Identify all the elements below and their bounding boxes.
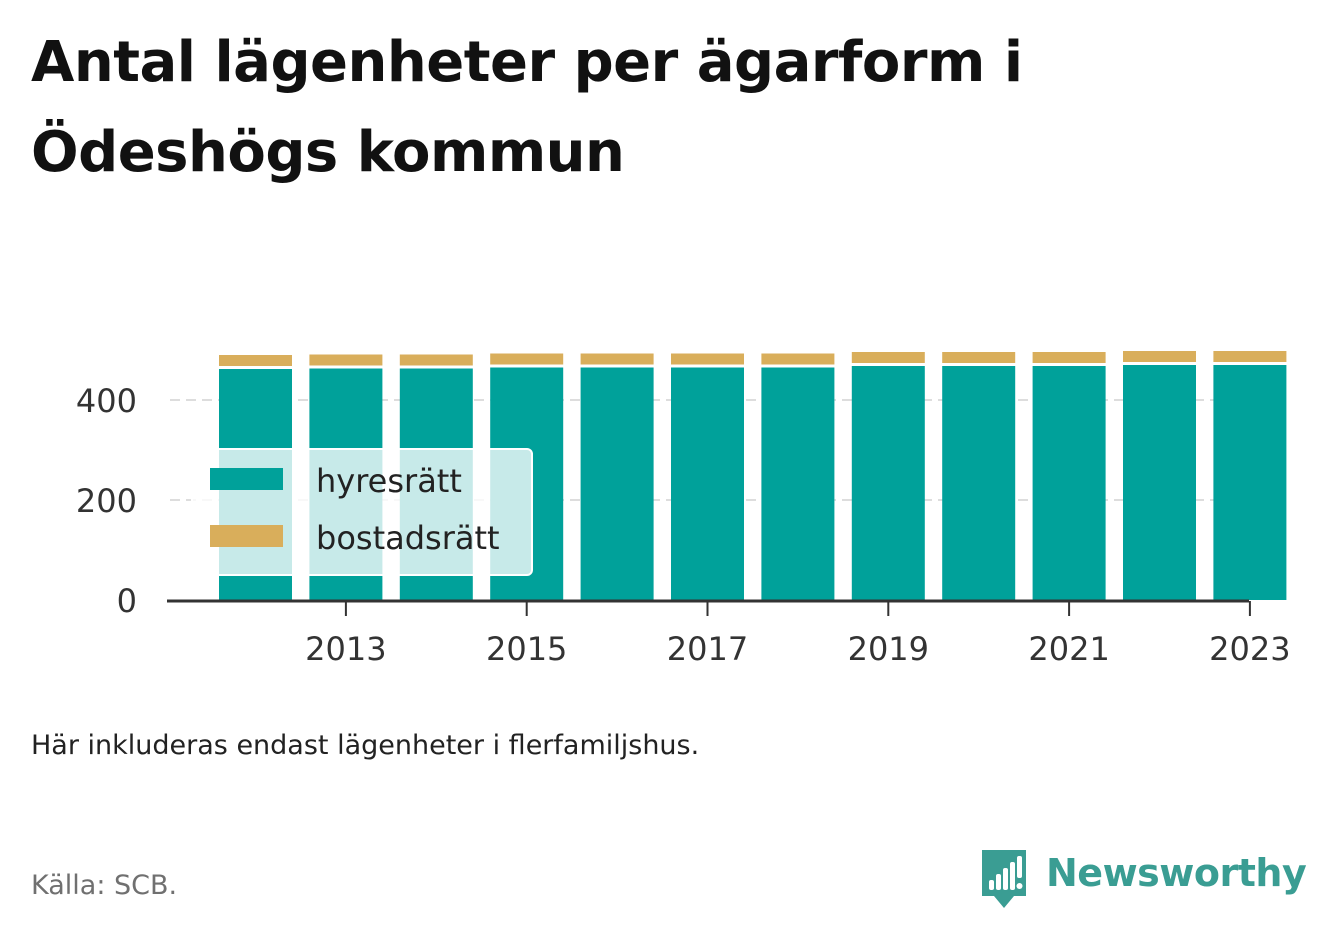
legend-label-0: hyresrätt	[316, 462, 462, 500]
legend-swatch-1	[210, 525, 283, 547]
x-tick-label-2021: 2021	[1028, 630, 1109, 668]
brand-name: Newsworthy	[1046, 851, 1307, 895]
bar-hyresratt-2016	[580, 367, 654, 600]
bar-hyresratt-2017	[671, 367, 744, 600]
y-tick-label-400: 400	[76, 382, 137, 420]
bar-bostadsratt-2013	[309, 354, 383, 366]
bar-bostadsratt-2015	[490, 353, 564, 365]
chart-title: Antal lägenheter per ägarform i Ödeshögs…	[31, 18, 1231, 198]
bar-bostadsratt-2014	[399, 354, 473, 366]
newsworthy-logo: Newsworthy	[980, 848, 1307, 912]
y-tick-label-0: 0	[117, 582, 137, 620]
source-credit: Källa: SCB.	[31, 870, 178, 901]
x-tick-label-2023: 2023	[1209, 630, 1290, 668]
bar-bostadsratt-2019	[851, 352, 925, 363]
legend-swatch-0	[210, 468, 283, 490]
bar-bostadsratt-2016	[580, 353, 654, 365]
bar-hyresratt-2022	[1123, 365, 1196, 600]
bar-bostadsratt-2020	[942, 352, 1016, 363]
chart-note: Här inkluderas endast lägenheter i flerf…	[31, 730, 700, 761]
bar-hyresratt-2018	[761, 367, 835, 600]
x-tick-label-2015: 2015	[486, 630, 567, 668]
bar-bostadsratt-2012	[219, 355, 292, 366]
bar-bostadsratt-2018	[761, 353, 835, 365]
y-tick-label-200: 200	[76, 482, 137, 520]
x-tick-label-2019: 2019	[848, 630, 929, 668]
chart-title-line-1: Antal lägenheter per ägarform i	[31, 30, 1023, 95]
bar-hyresratt-2023	[1213, 365, 1287, 600]
bar-hyresratt-2021	[1032, 366, 1106, 600]
legend: hyresrätt bostadsrätt	[191, 448, 533, 576]
bar-chart-speech-bubble-icon	[982, 850, 1026, 908]
bar-bostadsratt-2021	[1032, 352, 1106, 363]
bar-bostadsratt-2022	[1123, 351, 1196, 362]
legend-label-1: bostadsrätt	[316, 519, 500, 557]
x-tick-label-2013: 2013	[305, 630, 386, 668]
bar-bostadsratt-2023	[1213, 351, 1287, 362]
bar-bostadsratt-2017	[671, 353, 744, 365]
bar-hyresratt-2020	[942, 366, 1016, 600]
chart-title-line-2: Ödeshögs kommun	[31, 120, 625, 185]
bar-hyresratt-2019	[851, 366, 925, 600]
x-tick-label-2017: 2017	[667, 630, 748, 668]
